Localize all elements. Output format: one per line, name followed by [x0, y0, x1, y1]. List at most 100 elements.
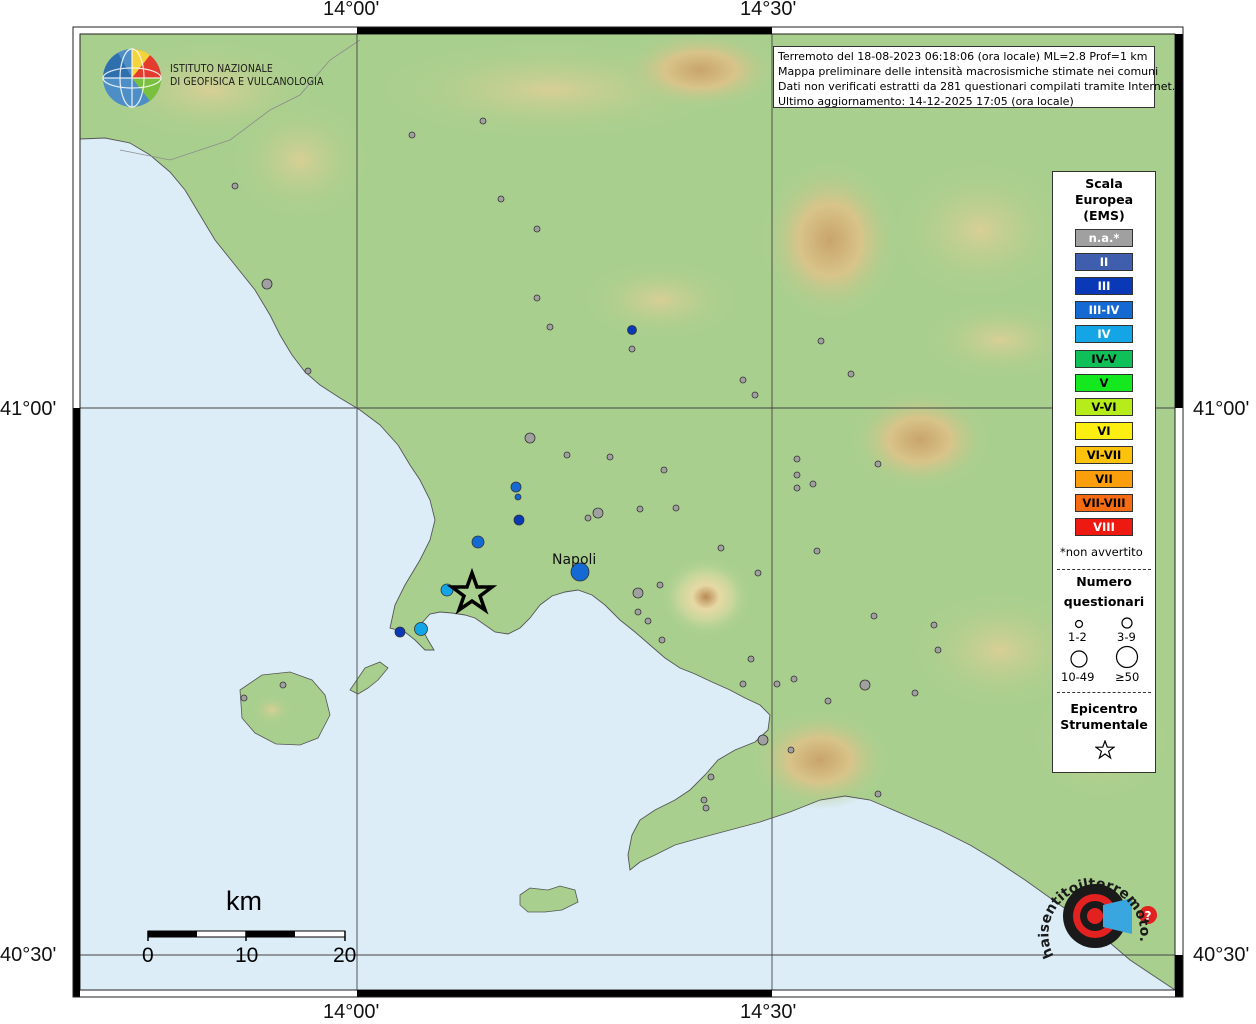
na-point: [279, 681, 287, 689]
legend-class-swatch: III-IV: [1075, 301, 1133, 320]
info-line-2: Mappa preliminare delle intensità macros…: [778, 65, 1159, 78]
ingv-line-1: ISTITUTO NAZIONALE: [170, 63, 273, 75]
na-point: [911, 689, 919, 697]
scale-unit: km: [226, 886, 262, 916]
scale-tick-10: 10: [235, 944, 259, 967]
legend-divider: [1057, 569, 1151, 570]
na-point: [563, 451, 571, 459]
intensity-iii-iv-point: [510, 481, 522, 493]
lon-label-top-right: 14°30': [740, 0, 797, 20]
na-point: [584, 514, 592, 522]
legend-title-line: Scala: [1085, 176, 1123, 191]
lon-label-bottom-left: 14°00': [323, 1001, 380, 1023]
na-point: [672, 504, 680, 512]
lon-label-top-left: 14°00': [323, 0, 380, 20]
na-point: [524, 432, 536, 444]
na-point: [479, 117, 487, 125]
na-point: [717, 544, 725, 552]
na-point: [787, 746, 795, 754]
na-point: [497, 195, 505, 203]
count-title-2: questionari: [1063, 594, 1145, 609]
legend-title-line: Europea: [1074, 192, 1134, 207]
legend-title: Scala Europea (EMS): [1053, 176, 1155, 224]
legend-class-swatch: VI: [1075, 421, 1133, 440]
svg-text:haisentitoilterremoto.it ? www: haisentitoilterremoto.it ? www.: [1030, 850, 1153, 961]
watermark-arc-text: haisentitoilterremoto.it ? www.: [1030, 850, 1153, 961]
na-point: [747, 655, 755, 663]
lat-label-right-upper: 41°00': [1193, 398, 1250, 420]
legend-class-swatch: IV: [1075, 325, 1133, 344]
legend: Scala Europea (EMS) n.a.* II III III-IV IV IV…: [1052, 171, 1156, 773]
na-point: [847, 370, 855, 378]
na-point: [793, 471, 801, 479]
legend-class-swatch: II: [1075, 253, 1133, 272]
na-point: [930, 621, 938, 629]
intensity-iii-iv-point: [570, 562, 590, 582]
na-point: [793, 484, 801, 492]
na-point: [793, 455, 801, 463]
na-point: [231, 182, 239, 190]
legend-class-swatch: III: [1075, 277, 1133, 296]
ingv-line-2: DI GEOFISICA E VULCANOLOGIA: [170, 76, 324, 88]
legend-class-swatch: V: [1075, 373, 1133, 392]
scale-tick-0: 0: [142, 944, 154, 967]
na-point: [870, 612, 878, 620]
na-point: [660, 466, 668, 474]
island-procida: [349, 661, 389, 695]
na-point: [656, 581, 664, 589]
na-point: [751, 391, 759, 399]
legend-class-swatch: VII-VIII: [1075, 494, 1133, 513]
na-point: [261, 278, 273, 290]
na-point: [606, 453, 614, 461]
legend-class-swatch: V-VI: [1075, 397, 1133, 416]
na-point: [809, 480, 817, 488]
legend-class-swatch: VII: [1075, 470, 1133, 488]
na-point: [817, 337, 825, 345]
city-label-napoli: Napoli: [552, 552, 597, 568]
na-point: [533, 294, 541, 302]
intensity-iii-point: [394, 626, 406, 638]
not-felt-note: *non avvertito: [1060, 545, 1143, 559]
legend-class-swatch: IV-V: [1075, 349, 1133, 368]
island-capri: [519, 885, 579, 913]
na-point: [790, 675, 798, 683]
na-point: [773, 680, 781, 688]
epicenter-title-2: Strumentale: [1060, 717, 1148, 732]
info-line-4: Ultimo aggiornamento: 14-12-2025 17:05 (…: [778, 95, 1074, 108]
na-point: [739, 376, 747, 384]
intensity-iii-point: [627, 325, 637, 335]
na-point: [874, 790, 882, 798]
intensity-iii-point: [513, 514, 525, 526]
na-point: [240, 694, 248, 702]
legend-title-line: (EMS): [1083, 208, 1125, 223]
na-point: [757, 734, 769, 746]
na-point: [632, 587, 644, 599]
na-point: [628, 345, 636, 353]
size-symbols: [1070, 617, 1139, 669]
lat-label-left-upper: 41°00': [0, 398, 57, 420]
watermark-text: haisentitoilterremoto.it ? www.: [1030, 850, 1153, 961]
na-point: [874, 460, 882, 468]
na-point: [644, 617, 652, 625]
size-label-50: ≥50: [1115, 670, 1140, 684]
na-point: [658, 636, 666, 644]
svg-text:?: ?: [1145, 909, 1152, 923]
land-mainland: [80, 34, 1175, 990]
count-title-1: Numero: [1076, 574, 1132, 589]
na-point: [739, 680, 747, 688]
lat-label-left-lower: 40°30': [0, 944, 57, 966]
na-point: [707, 773, 715, 781]
ingv-globe-icon: [102, 48, 162, 108]
ingv-logo-text: ISTITUTO NAZIONALE DI GEOFISICA E VULCAN…: [170, 63, 324, 89]
na-point: [859, 679, 871, 691]
na-point: [304, 367, 312, 375]
event-info-box: Terremoto del 18-08-2023 06:18:06 (ora l…: [773, 46, 1175, 108]
na-point: [700, 796, 708, 804]
legend-class-swatch: n.a.*: [1075, 229, 1133, 247]
size-label-3-9: 3-9: [1117, 630, 1136, 644]
na-point: [934, 646, 942, 654]
epicenter-title-1: Epicentro: [1070, 701, 1138, 716]
na-point: [546, 323, 554, 331]
na-point: [533, 225, 541, 233]
na-point: [408, 131, 416, 139]
